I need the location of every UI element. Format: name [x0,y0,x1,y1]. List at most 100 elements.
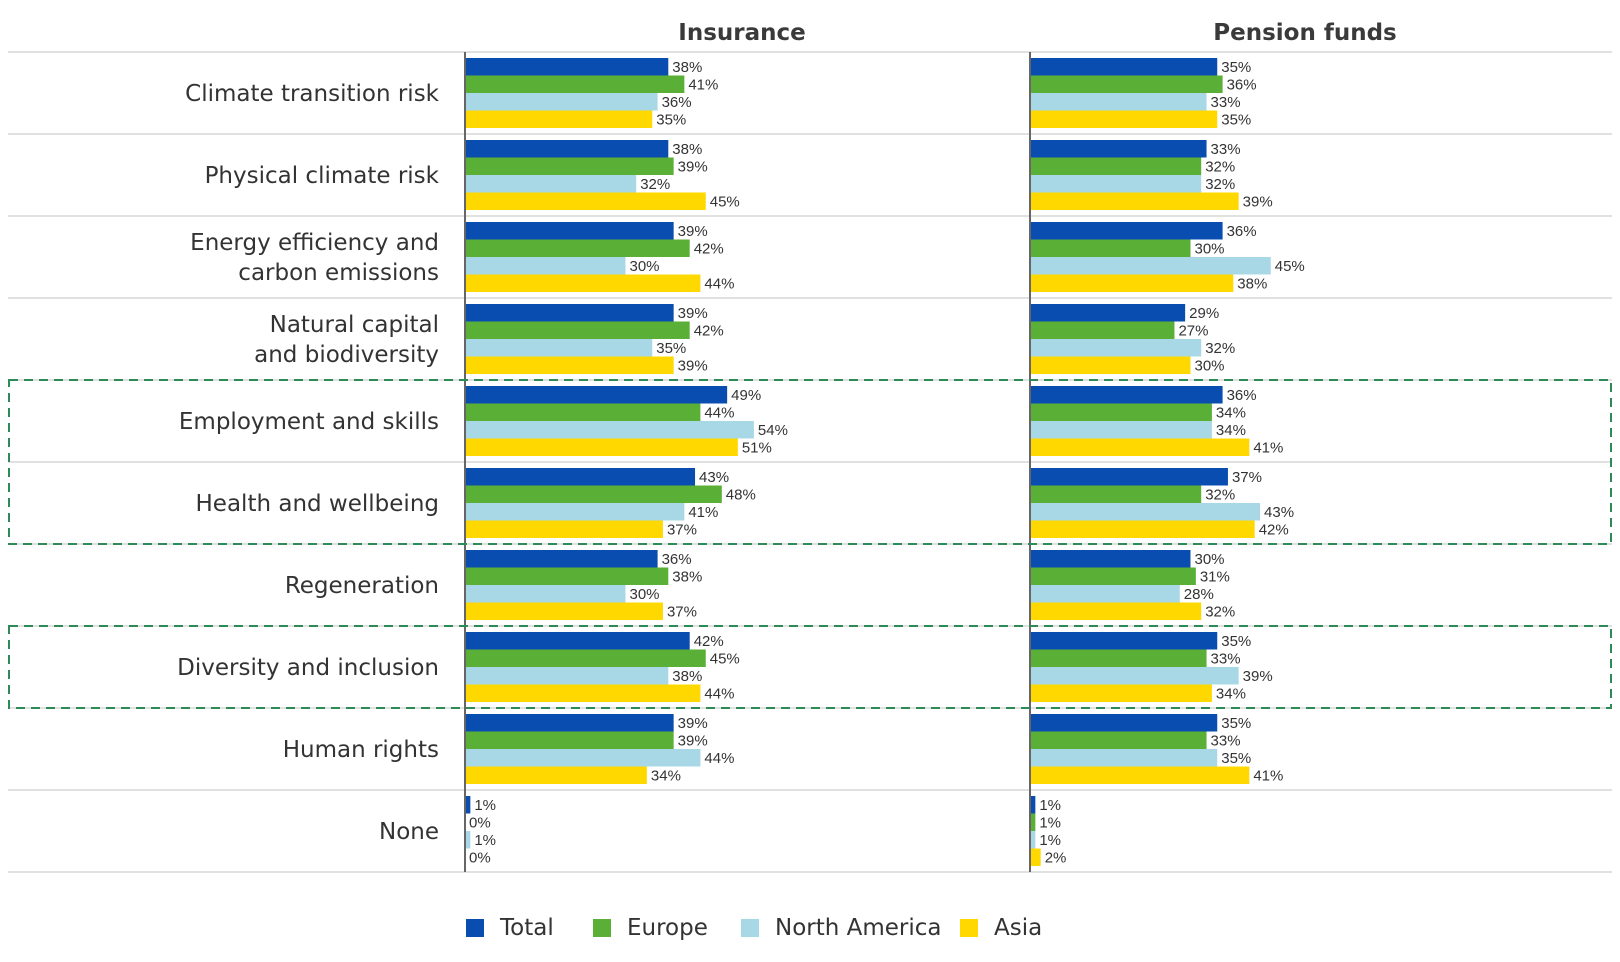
value-label-pension-funds-diversity-and-inclusion-north-america: 39% [1243,668,1273,685]
bar-insurance-regeneration-north-america [465,585,626,603]
bar-pension-funds-climate-transition-risk-europe [1030,75,1223,93]
value-label-insurance-diversity-and-inclusion-europe: 45% [710,650,740,667]
bar-insurance-human-rights-north-america [465,749,701,767]
value-label-insurance-health-and-wellbeing-asia: 37% [667,521,697,538]
bar-insurance-energy-efficiency-and-carbon-emissions-asia [465,274,701,292]
bar-insurance-physical-climate-risk-total [465,140,669,158]
value-label-insurance-regeneration-north-america: 30% [630,586,660,603]
value-label-insurance-employment-and-skills-europe: 44% [704,404,734,421]
value-label-pension-funds-physical-climate-risk-europe: 32% [1205,158,1235,175]
bar-insurance-health-and-wellbeing-total [465,468,696,486]
bar-pension-funds-none-north-america [1030,831,1036,849]
category-label-diversity-and-inclusion: Diversity and inclusion [177,655,439,681]
value-label-insurance-none-north-america: 1% [474,832,496,849]
value-label-pension-funds-none-north-america: 1% [1039,832,1061,849]
value-label-insurance-physical-climate-risk-total: 38% [672,141,702,158]
category-label-energy-efficiency-and-carbon-emissions: Energy efficiency and carbon emissions [190,230,439,286]
bar-insurance-regeneration-asia [465,602,663,620]
bar-pension-funds-none-europe [1030,813,1036,831]
category-label-physical-climate-risk: Physical climate risk [205,163,440,189]
bar-pension-funds-employment-and-skills-europe [1030,403,1212,421]
value-label-pension-funds-regeneration-europe: 31% [1200,568,1230,585]
value-label-insurance-human-rights-europe: 39% [678,732,708,749]
panel-title-pension-funds: Pension funds [1213,20,1397,46]
bar-insurance-health-and-wellbeing-asia [465,520,663,538]
value-label-insurance-energy-efficiency-and-carbon-emissions-europe: 42% [694,240,724,257]
bar-insurance-climate-transition-risk-asia [465,110,653,128]
legend-label-asia: Asia [994,915,1042,941]
value-label-insurance-regeneration-total: 36% [662,551,692,568]
value-label-pension-funds-physical-climate-risk-total: 33% [1211,141,1241,158]
value-label-insurance-employment-and-skills-asia: 51% [742,439,772,456]
bar-insurance-human-rights-europe [465,731,674,749]
value-label-pension-funds-human-rights-asia: 41% [1253,767,1283,784]
value-label-insurance-diversity-and-inclusion-north-america: 38% [672,668,702,685]
value-label-pension-funds-energy-efficiency-and-carbon-emissions-asia: 38% [1237,275,1267,292]
value-label-insurance-natural-capital-and-biodiversity-europe: 42% [694,322,724,339]
category-label-none: None [379,819,439,845]
bar-insurance-regeneration-total [465,550,658,568]
bar-pension-funds-human-rights-asia [1030,766,1250,784]
bar-pension-funds-climate-transition-risk-north-america [1030,93,1207,111]
value-label-pension-funds-energy-efficiency-and-carbon-emissions-europe: 30% [1195,240,1225,257]
value-label-pension-funds-physical-climate-risk-asia: 39% [1243,193,1273,210]
bar-insurance-natural-capital-and-biodiversity-north-america [465,339,653,357]
bar-pension-funds-employment-and-skills-asia [1030,438,1250,456]
bar-pension-funds-regeneration-asia [1030,602,1202,620]
bar-pension-funds-none-asia [1030,848,1041,866]
value-label-insurance-physical-climate-risk-north-america: 32% [640,176,670,193]
value-label-pension-funds-health-and-wellbeing-north-america: 43% [1264,504,1294,521]
value-label-pension-funds-employment-and-skills-north-america: 34% [1216,422,1246,439]
value-label-pension-funds-none-asia: 2% [1045,849,1067,866]
legend-swatch-north-america [741,919,759,937]
bar-pension-funds-diversity-and-inclusion-total [1030,632,1218,650]
legend-swatch-europe [593,919,611,937]
value-label-pension-funds-health-and-wellbeing-asia: 42% [1259,521,1289,538]
value-label-pension-funds-diversity-and-inclusion-asia: 34% [1216,685,1246,702]
bar-insurance-health-and-wellbeing-north-america [465,503,685,521]
category-label-regeneration: Regeneration [285,573,439,599]
bar-pension-funds-energy-efficiency-and-carbon-emissions-asia [1030,274,1234,292]
bar-pension-funds-health-and-wellbeing-north-america [1030,503,1261,521]
panel-title-insurance: Insurance [678,20,805,46]
bar-pension-funds-human-rights-europe [1030,731,1207,749]
bar-insurance-natural-capital-and-biodiversity-total [465,304,674,322]
bar-pension-funds-diversity-and-inclusion-asia [1030,684,1212,702]
bar-insurance-physical-climate-risk-asia [465,192,706,210]
value-label-insurance-employment-and-skills-total: 49% [731,387,761,404]
value-label-insurance-none-total: 1% [474,797,496,814]
bar-pension-funds-climate-transition-risk-asia [1030,110,1218,128]
bar-pension-funds-employment-and-skills-north-america [1030,421,1212,439]
bar-insurance-diversity-and-inclusion-north-america [465,667,669,685]
bar-pension-funds-natural-capital-and-biodiversity-north-america [1030,339,1202,357]
value-label-insurance-diversity-and-inclusion-total: 42% [694,633,724,650]
bar-pension-funds-natural-capital-and-biodiversity-asia [1030,356,1191,374]
bar-pension-funds-diversity-and-inclusion-north-america [1030,667,1239,685]
value-label-insurance-energy-efficiency-and-carbon-emissions-north-america: 30% [630,258,660,275]
value-label-insurance-physical-climate-risk-asia: 45% [710,193,740,210]
value-label-insurance-regeneration-europe: 38% [672,568,702,585]
bar-pension-funds-natural-capital-and-biodiversity-total [1030,304,1186,322]
legend-swatch-total [466,919,484,937]
bar-insurance-diversity-and-inclusion-asia [465,684,701,702]
value-label-insurance-energy-efficiency-and-carbon-emissions-total: 39% [678,223,708,240]
value-label-pension-funds-energy-efficiency-and-carbon-emissions-total: 36% [1227,223,1257,240]
bar-pension-funds-none-total [1030,796,1036,814]
value-label-pension-funds-human-rights-north-america: 35% [1221,750,1251,767]
value-label-insurance-human-rights-total: 39% [678,715,708,732]
value-label-pension-funds-human-rights-total: 35% [1221,715,1251,732]
legend-swatch-asia [960,919,978,937]
bar-pension-funds-physical-climate-risk-north-america [1030,175,1202,193]
bar-insurance-none-total [465,796,471,814]
value-label-pension-funds-energy-efficiency-and-carbon-emissions-north-america: 45% [1275,258,1305,275]
bar-insurance-regeneration-europe [465,567,669,585]
bar-pension-funds-climate-transition-risk-total [1030,58,1218,76]
bar-pension-funds-human-rights-north-america [1030,749,1218,767]
value-label-insurance-employment-and-skills-north-america: 54% [758,422,788,439]
value-label-insurance-climate-transition-risk-total: 38% [672,59,702,76]
bar-pension-funds-employment-and-skills-total [1030,386,1223,404]
value-label-pension-funds-natural-capital-and-biodiversity-asia: 30% [1195,357,1225,374]
bar-insurance-none-north-america [465,831,471,849]
value-label-insurance-energy-efficiency-and-carbon-emissions-asia: 44% [704,275,734,292]
